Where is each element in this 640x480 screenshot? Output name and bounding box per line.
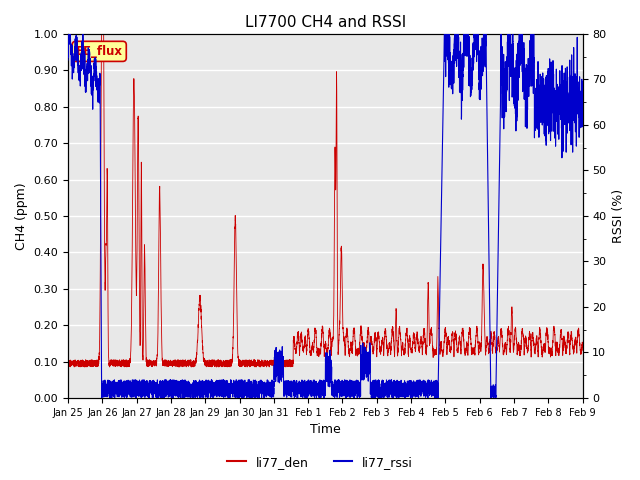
X-axis label: Time: Time xyxy=(310,423,340,436)
Y-axis label: CH4 (ppm): CH4 (ppm) xyxy=(15,182,28,250)
Legend: li77_den, li77_rssi: li77_den, li77_rssi xyxy=(222,451,418,474)
Y-axis label: RSSI (%): RSSI (%) xyxy=(612,189,625,243)
Title: LI7700 CH4 and RSSI: LI7700 CH4 and RSSI xyxy=(244,15,406,30)
Text: EE_flux: EE_flux xyxy=(76,45,123,58)
